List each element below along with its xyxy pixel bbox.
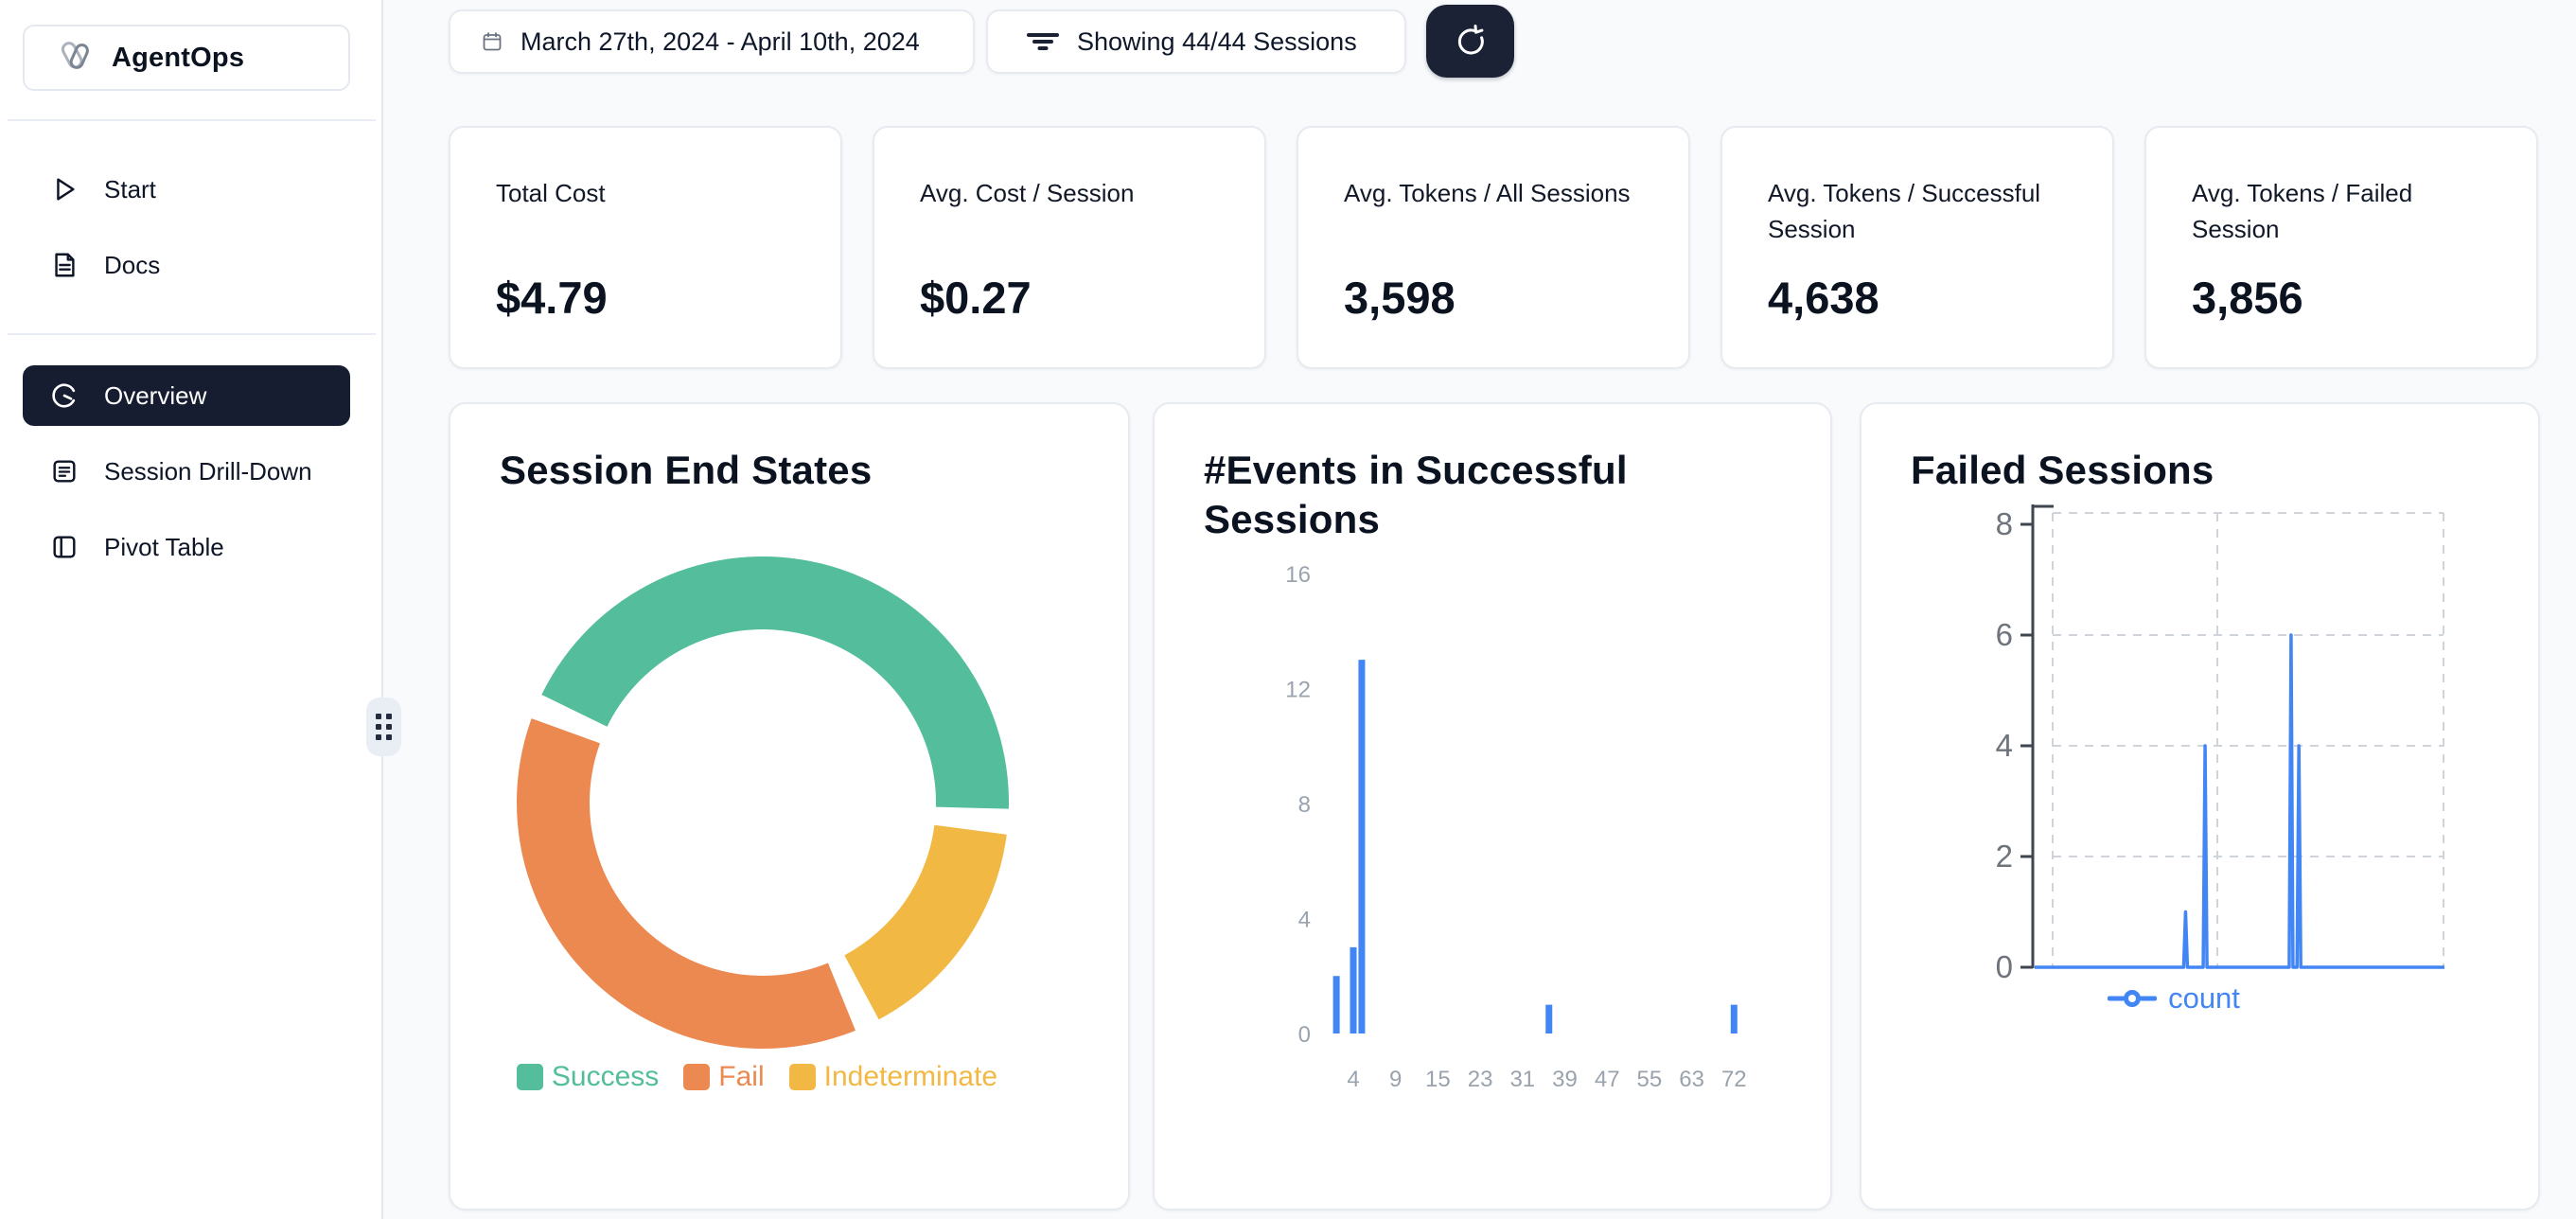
play-icon [49, 174, 79, 204]
gauge-icon [49, 380, 79, 411]
svg-text:47: 47 [1595, 1067, 1620, 1092]
stat-value: $0.27 [920, 273, 1032, 323]
legend-label: Indeterminate [823, 1061, 998, 1092]
stat-label: Avg. Tokens / Failed Session [2192, 179, 2413, 243]
svg-text:6: 6 [1996, 617, 2013, 652]
session-end-states-card: Session End States Success Fail Indeterm… [449, 402, 1130, 1210]
legend-item-fail[interactable]: Fail [683, 1061, 765, 1093]
sidebar: AgentOps Start Docs [0, 0, 383, 1219]
stat-label: Avg. Tokens / All Sessions [1344, 179, 1631, 207]
refresh-button[interactable] [1426, 5, 1514, 78]
svg-text:39: 39 [1552, 1067, 1578, 1092]
stat-label: Avg. Tokens / Successful Session [1768, 179, 2041, 243]
stat-value: 3,856 [2192, 273, 2303, 323]
stat-value: 4,638 [1768, 273, 1879, 323]
svg-text:4: 4 [1298, 908, 1311, 933]
stat-label: Total Cost [496, 179, 606, 207]
grip-dots-icon [376, 714, 392, 740]
sidebar-item-label: Pivot Table [104, 532, 224, 561]
sessions-filter-button[interactable]: Showing 44/44 Sessions [986, 9, 1406, 74]
legend-swatch [788, 1064, 816, 1090]
svg-text:8: 8 [1298, 792, 1311, 818]
date-range-label: March 27th, 2024 - April 10th, 2024 [520, 26, 920, 56]
stat-card-total-cost: Total Cost $4.79 [449, 126, 842, 369]
svg-text:16: 16 [1285, 562, 1311, 588]
sidebar-item-overview[interactable]: Overview [23, 365, 350, 426]
sidebar-item-docs[interactable]: Docs [23, 235, 350, 295]
sidebar-item-label: Docs [104, 250, 161, 279]
sidebar-divider [8, 333, 376, 335]
legend-swatch [683, 1064, 711, 1090]
events-bar-chart: 0 4 8 12 16 4 9 15 23 31 39 47 55 63 72 [1285, 562, 1747, 1092]
stat-card-avg-tokens-successful: Avg. Tokens / Successful Session 4,638 [1720, 126, 2114, 369]
events-successful-sessions-card: #Events in Successful Sessions 0 4 8 12 16 4 9… [1153, 402, 1832, 1210]
pivot-icon [49, 532, 79, 562]
line-marker-icon [2108, 988, 2158, 1009]
refresh-icon [1452, 23, 1490, 61]
chart-title: Failed Sessions [1911, 448, 2214, 492]
session-end-states-donut-chart [517, 556, 1009, 1049]
svg-text:31: 31 [1509, 1067, 1535, 1092]
legend-label: count [2168, 981, 2240, 1015]
failed-sessions-line-chart: 0 2 4 6 8 [1996, 504, 2444, 984]
sidebar-divider [8, 119, 376, 121]
sidebar-item-label: Overview [104, 380, 207, 410]
svg-text:72: 72 [1721, 1067, 1747, 1092]
failed-sessions-card: Failed Sessions 0 2 4 6 8 count [1860, 402, 2540, 1210]
stat-label: Avg. Cost / Session [920, 179, 1135, 207]
legend-swatch [516, 1064, 543, 1090]
sidebar-item-start[interactable]: Start [23, 159, 350, 220]
svg-text:8: 8 [1996, 506, 2013, 541]
sidebar-item-label: Start [104, 174, 156, 203]
donut-legend: Success Fail Indeterminate [416, 1061, 1098, 1093]
chart-title: Session End States [500, 448, 873, 492]
stat-card-avg-cost-session: Avg. Cost / Session $0.27 [873, 126, 1266, 369]
svg-text:63: 63 [1679, 1067, 1704, 1092]
svg-text:15: 15 [1425, 1067, 1451, 1092]
date-range-button[interactable]: March 27th, 2024 - April 10th, 2024 [449, 9, 975, 74]
count-legend[interactable]: count [2003, 981, 2344, 1016]
svg-text:0: 0 [1298, 1022, 1311, 1048]
paperclip-logo-icon [57, 37, 95, 80]
svg-text:23: 23 [1468, 1067, 1493, 1092]
stat-value: 3,598 [1344, 273, 1456, 323]
legend-item-indeterminate[interactable]: Indeterminate [788, 1061, 998, 1093]
svg-text:4: 4 [1996, 728, 2013, 763]
sessions-filter-label: Showing 44/44 Sessions [1077, 26, 1357, 56]
svg-text:12: 12 [1285, 678, 1311, 703]
list-box-icon [49, 456, 79, 486]
svg-text:9: 9 [1389, 1067, 1402, 1092]
legend-label: Fail [718, 1061, 765, 1092]
legend-label: Success [551, 1061, 660, 1092]
calendar-icon [481, 30, 503, 53]
legend-item-success[interactable]: Success [516, 1061, 660, 1093]
app-title: AgentOps [112, 42, 245, 73]
sidebar-item-label: Session Drill-Down [104, 456, 312, 486]
sidebar-item-pivot-table[interactable]: Pivot Table [23, 517, 350, 577]
sidebar-item-session-drill-down[interactable]: Session Drill-Down [23, 441, 350, 502]
svg-text:0: 0 [1996, 949, 2013, 984]
stat-card-avg-tokens-all: Avg. Tokens / All Sessions 3,598 [1297, 126, 1690, 369]
stat-card-avg-tokens-failed: Avg. Tokens / Failed Session 3,856 [2144, 126, 2538, 369]
app-logo[interactable]: AgentOps [23, 25, 350, 91]
svg-text:4: 4 [1347, 1067, 1359, 1092]
stat-value: $4.79 [496, 273, 608, 323]
document-icon [49, 250, 79, 280]
filter-lines-icon [1026, 27, 1060, 56]
chart-title: #Events in Successful Sessions [1204, 448, 1628, 541]
svg-text:55: 55 [1637, 1067, 1663, 1092]
sidebar-resize-handle[interactable] [366, 698, 401, 756]
svg-text:2: 2 [1996, 839, 2013, 874]
